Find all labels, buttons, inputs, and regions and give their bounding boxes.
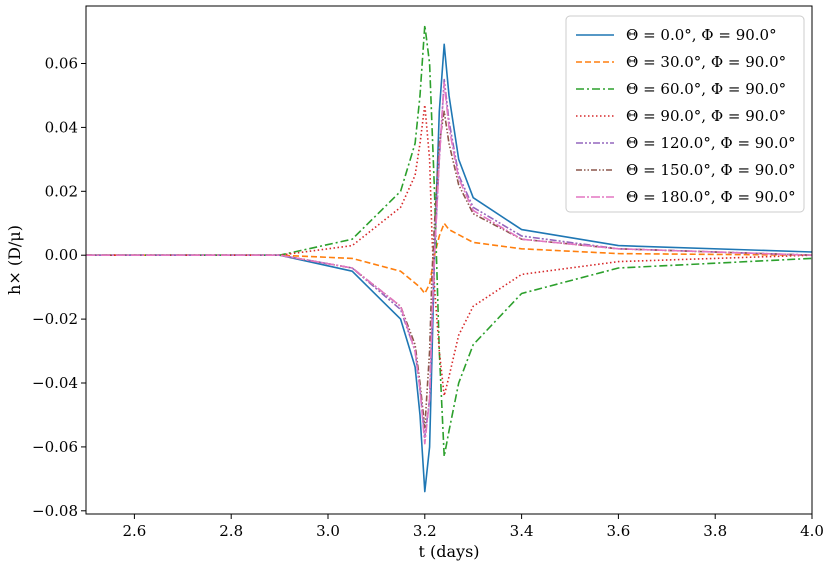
- legend-label-6: Θ = 180.0°, Φ = 90.0°: [626, 188, 796, 206]
- y-tick-label: 0.06: [45, 55, 78, 73]
- legend-label-5: Θ = 150.0°, Φ = 90.0°: [626, 161, 796, 179]
- x-tick-label: 3.8: [703, 522, 727, 540]
- x-axis: 2.6 2.8 3.0 3.2 3.4 3.6 3.8 4.0: [122, 514, 824, 540]
- y-tick-label: −0.02: [32, 310, 78, 328]
- legend-label-1: Θ = 30.0°, Φ = 90.0°: [626, 53, 786, 71]
- y-axis: −0.08 −0.06 −0.04 −0.02 0.00 0.02 0.04 0.06: [32, 55, 86, 520]
- x-axis-label: t (days): [418, 542, 479, 561]
- y-tick-label: −0.06: [32, 438, 78, 456]
- x-tick-label: 2.6: [122, 522, 146, 540]
- legend-label-3: Θ = 90.0°, Φ = 90.0°: [626, 107, 786, 125]
- plot-lines: [86, 24, 813, 493]
- plot-frame: [85, 5, 813, 515]
- series-line-2: [86, 24, 813, 458]
- series-line-6: [86, 81, 813, 445]
- legend-box: [565, 15, 805, 213]
- y-axis-label: h× (D/μ): [5, 225, 24, 295]
- series-line-1: [86, 222, 813, 295]
- x-tick-label: 3.2: [413, 522, 437, 540]
- legend: Θ = 0.0°, Φ = 90.0° Θ = 30.0°, Φ = 90.0° Θ…: [565, 15, 805, 213]
- legend-label-2: Θ = 60.0°, Φ = 90.0°: [626, 80, 786, 98]
- legend-label-0: Θ = 0.0°, Φ = 90.0°: [626, 26, 777, 44]
- y-tick-label: −0.08: [32, 502, 78, 520]
- legend-label-4: Θ = 120.0°, Φ = 90.0°: [626, 134, 796, 152]
- y-tick-label: 0.02: [45, 182, 78, 200]
- x-tick-label: 3.4: [510, 522, 534, 540]
- x-tick-label: 3.6: [606, 522, 630, 540]
- y-tick-label: 0.04: [45, 118, 78, 136]
- x-tick-label: 2.8: [219, 522, 243, 540]
- y-tick-label: −0.04: [32, 374, 78, 392]
- y-tick-label: 0.00: [45, 246, 78, 264]
- x-tick-label: 4.0: [800, 522, 824, 540]
- x-tick-label: 3.0: [316, 522, 340, 540]
